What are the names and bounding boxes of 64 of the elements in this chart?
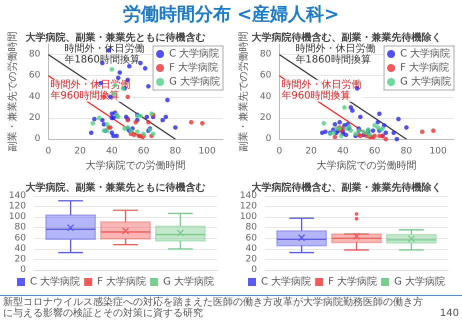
legend-label: G 大学病院 [163,276,214,288]
x-tick-label: 100 [198,146,216,157]
legend-label: F 大学病院 [328,276,378,288]
legend-label: C 大学病院 [260,276,312,288]
y-tick-label: 0 [34,134,41,144]
y-tick-label: 40 [28,92,41,102]
y-axis-title: 副業・兼業先での労働時間 [6,32,18,152]
y-tick-label: 80 [246,222,258,233]
y-tick-label: 80 [28,50,41,60]
legend-label: F 大学病院 [400,62,450,74]
x-tick-label: 0 [276,146,282,157]
y-tick-label: 60 [246,233,258,244]
y-tick-label: 120 [8,202,26,212]
y-tick-label: 140 [240,191,258,201]
x-tick-label: 80 [400,146,412,157]
y-tick-label: 60 [260,70,272,81]
x-tick-label: 60 [368,146,381,157]
y-tick-label: 20 [28,112,41,123]
y-tick-label: 60 [28,70,41,81]
legend-label: F 大学病院 [169,62,218,74]
y-tick-label: 140 [8,191,26,201]
series-label: 時間外・休日労働年1860時間換算 [295,42,376,66]
chart-title: 大学病院、副業・兼業先ともに待機含む [24,32,206,44]
x-tick-label: 20 [74,146,86,157]
y-axis-title: 副業・兼業先での労働時間 [238,32,250,152]
y-tick-label: 40 [14,244,26,254]
y-tick-label: 60 [14,233,26,244]
y-tick-label: 20 [246,254,258,264]
x-axis-title: 大学病院での労働時間 [86,160,186,172]
x-tick-label: 20 [305,146,318,157]
chart-title: 大学病院、副業・兼業先ともに待機含む [24,182,206,194]
y-tick-label: 40 [260,92,272,102]
y-tick-label: 0 [266,134,272,144]
y-tick-label: 20 [260,112,272,123]
legend-label: G 大学病院 [400,76,452,88]
legend-label: F 大学病院 [97,276,146,288]
text: 労働時間分布 <産婦人科> [122,3,340,26]
series-label: 時間外・休日労働年1860時間換算 [64,42,144,66]
x-tick-label: 0 [45,146,52,157]
x-tick-label: 100 [430,146,447,157]
y-tick-label: 80 [14,222,26,233]
y-tick-label: 20 [14,254,26,264]
y-tick-label: 40 [246,244,258,254]
x-tick-label: 40 [337,146,349,157]
y-tick-label: 120 [240,202,258,212]
y-tick-label: 80 [260,50,272,60]
y-tick-label: 100 [8,212,26,222]
y-tick-label: 0 [251,265,258,275]
legend-label: C 大学病院 [30,276,80,288]
legend-label: C 大学病院 [169,48,220,60]
chart-title: 大学病院待機含む、副業・兼業先待機除く [250,182,442,194]
legend-label: G 大学病院 [394,276,446,288]
text: 新型コロナウイルス感染症への対応を踏まえた医師の働き方改革が大学病院勤務医師の働き方に与える影響の検証とその対策に資する研究 [2,297,424,319]
y-tick-label: 100 [240,212,258,222]
chart-title: 大学病院待機含む、副業・兼業先待機除く [250,32,442,44]
text: 140 [438,308,460,319]
legend-label: C 大学病院 [400,48,450,60]
y-tick-label: 0 [20,265,26,275]
x-axis-title: 大学病院での労働時間 [316,160,417,172]
x-tick-label: 60 [138,146,150,157]
x-tick-label: 40 [106,146,118,157]
legend-label: G 大学病院 [169,76,220,88]
x-tick-label: 80 [170,146,182,157]
series-label: 時間外・休日労働年960時間換算 [281,78,362,102]
